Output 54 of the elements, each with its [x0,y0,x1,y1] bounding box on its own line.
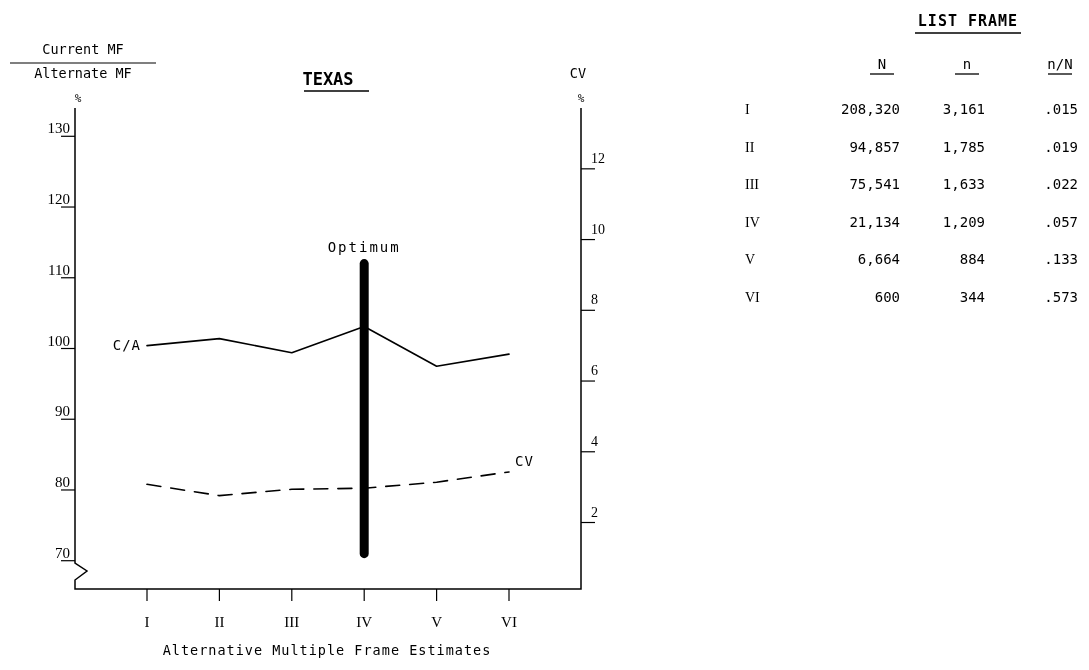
y2-tick-label: 12 [591,150,605,166]
data-label: 344 [959,289,985,305]
category-label: I [745,102,750,117]
text: N [877,56,887,72]
data-label: .019 [1044,138,1078,155]
x-tick-label: VI [501,614,517,630]
category-label: III [745,177,760,193]
text: LIST FRAME [917,12,1019,30]
data-label: 6,664 [857,251,900,268]
y-tick-label: 100 [47,332,70,349]
data-label: 1,209 [942,213,985,230]
category-label: V [745,252,756,268]
y2-tick-label: 6 [591,363,598,379]
y-tick-label: 110 [48,261,70,278]
data-label: .015 [1044,101,1078,117]
x-tick-label: V [431,614,443,630]
data-label: 1,785 [942,138,985,155]
x-tick-label: IV [356,614,373,630]
data-label: .057 [1044,213,1078,230]
category-label: VI [745,290,761,305]
chart-title: TEXAS [302,69,354,89]
y-tick-label: 70 [55,544,70,561]
data-label: 3,161 [942,101,985,117]
y2-tick-label: 10 [591,221,605,237]
data-label: .133 [1044,251,1078,268]
series-label: C/A [112,336,141,353]
data-label: 94,857 [849,138,900,155]
data-label: .022 [1044,176,1078,193]
y2-axis-title: CV % [569,65,587,105]
series-label: Optimum [327,238,401,255]
y-axis-title: Current MF Alternate MF % [34,41,132,105]
data-label: 75,541 [849,176,900,193]
y-tick-label: 90 [55,403,70,420]
y2-tick-label: 8 [591,292,598,308]
y-tick-label: 130 [47,120,70,137]
data-label: 884 [959,251,985,268]
x-axis-title: Alternative Multiple Frame Estimates [162,642,492,658]
data-label: 208,320 [840,101,900,117]
y-tick-label: 120 [47,191,70,208]
x-tick-label: III [284,614,300,630]
data-label: 1,633 [942,176,985,193]
series-label: CV [515,452,534,469]
text: n/N [1047,56,1073,72]
data-label: 21,134 [849,213,900,230]
category-label: IV [745,214,760,230]
text: n [962,56,972,72]
data-label: 600 [874,289,900,305]
y2-tick-label: 2 [591,504,598,520]
x-tick-label: I [144,614,150,630]
y2-tick-label: 4 [591,433,598,449]
category-label: II [745,139,755,155]
y-tick-label: 80 [55,473,70,490]
data-label: .573 [1044,289,1078,305]
x-tick-label: II [214,614,225,630]
